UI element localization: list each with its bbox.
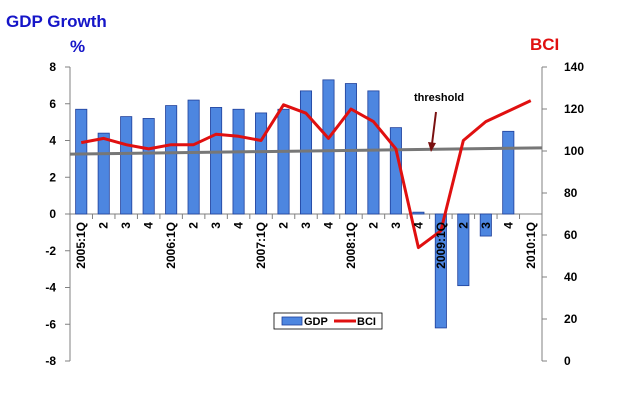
gdp-bar: [165, 105, 178, 215]
right-tick-label: 120: [564, 102, 584, 116]
x-tick-label: 4: [142, 222, 156, 229]
x-tick-label: 3: [299, 222, 313, 229]
gdp-bar: [97, 132, 110, 215]
lines: [69, 99, 543, 250]
gdp-bar: [344, 83, 357, 215]
x-tick-label: 2009:1Q: [434, 222, 448, 269]
gdp-bars: [75, 79, 515, 329]
left-axis-title: GDP Growth: [6, 12, 107, 31]
threshold-line: [69, 146, 543, 156]
legend: GDP BCI: [273, 312, 383, 330]
threshold-arrow: [431, 111, 437, 145]
gdp-bar: [187, 99, 200, 215]
x-tick-label: 3: [209, 222, 223, 229]
x-tick-label: 2007:1Q: [254, 222, 268, 269]
right-tick-label: 20: [564, 312, 578, 326]
right-tick-label: 0: [564, 354, 571, 368]
gdp-bar: [210, 107, 223, 215]
x-tick-label: 4: [321, 222, 335, 229]
left-tick-label: -2: [45, 244, 56, 258]
x-tick-label: 2008:1Q: [344, 222, 358, 269]
x-tick-labels: 2005:1Q 2 3 4 2006:1Q 2 3 4 2007:1Q 2 3 4 2008:1Q 2 3 4…: [74, 222, 538, 269]
x-tick-label: 3: [389, 222, 403, 229]
gdp-bar: [142, 118, 155, 215]
left-tick-label: 6: [49, 97, 56, 111]
left-tick-label: -6: [45, 317, 56, 331]
left-axis-unit: %: [70, 37, 86, 56]
right-tick-label: 100: [564, 144, 584, 158]
left-tick-label: -8: [45, 354, 56, 368]
left-tick-label: -4: [45, 281, 56, 295]
right-tick-label: 60: [564, 228, 578, 242]
x-tick-label: 4: [232, 222, 246, 229]
x-tick-label: 2006:1Q: [164, 222, 178, 269]
gdp-bar: [255, 112, 268, 215]
gdp-bar: [232, 108, 245, 215]
gdp-bar: [277, 108, 290, 215]
x-tick-label: 2: [277, 222, 291, 229]
x-tick-label: 2: [97, 222, 111, 229]
gdp-bar: [75, 108, 88, 215]
threshold-annotation: threshold: [414, 92, 464, 104]
gdp-bar: [412, 211, 425, 215]
gdp-bar: [120, 116, 133, 215]
left-tick-label: 0: [49, 207, 56, 221]
left-tick-label: 8: [49, 60, 56, 74]
x-tick-label: 4: [411, 222, 425, 229]
x-tick-label: 2: [187, 222, 201, 229]
gdp-bar: [322, 79, 335, 215]
x-tick-label: 2: [456, 222, 470, 229]
left-tick-label: 2: [49, 170, 56, 184]
annotations: threshold: [414, 92, 464, 152]
left-tick-label: 4: [49, 134, 56, 148]
legend-gdp-label: GDP: [304, 316, 328, 328]
right-tick-label: 80: [564, 186, 578, 200]
legend-bci-label: BCI: [357, 316, 376, 328]
x-tick-label: 3: [479, 222, 493, 229]
x-tick-label: 2010:1Q: [524, 222, 538, 269]
x-tick-label: 2: [366, 222, 380, 229]
x-tick-label: 2005:1Q: [74, 222, 88, 269]
gdp-bar: [479, 213, 492, 237]
gdp-bar: [502, 130, 515, 215]
x-tick-label: 3: [119, 222, 133, 229]
gdp-bar: [367, 90, 380, 215]
x-tick-label: 4: [501, 222, 515, 229]
right-tick-label: 140: [564, 60, 584, 74]
right-axis-title: BCI: [530, 35, 560, 54]
gdp-bar: [434, 213, 447, 329]
threshold-arrow-head: [428, 142, 436, 152]
legend-gdp-swatch: [281, 316, 303, 326]
gdp-bar: [457, 213, 470, 287]
right-tick-label: 40: [564, 270, 578, 284]
